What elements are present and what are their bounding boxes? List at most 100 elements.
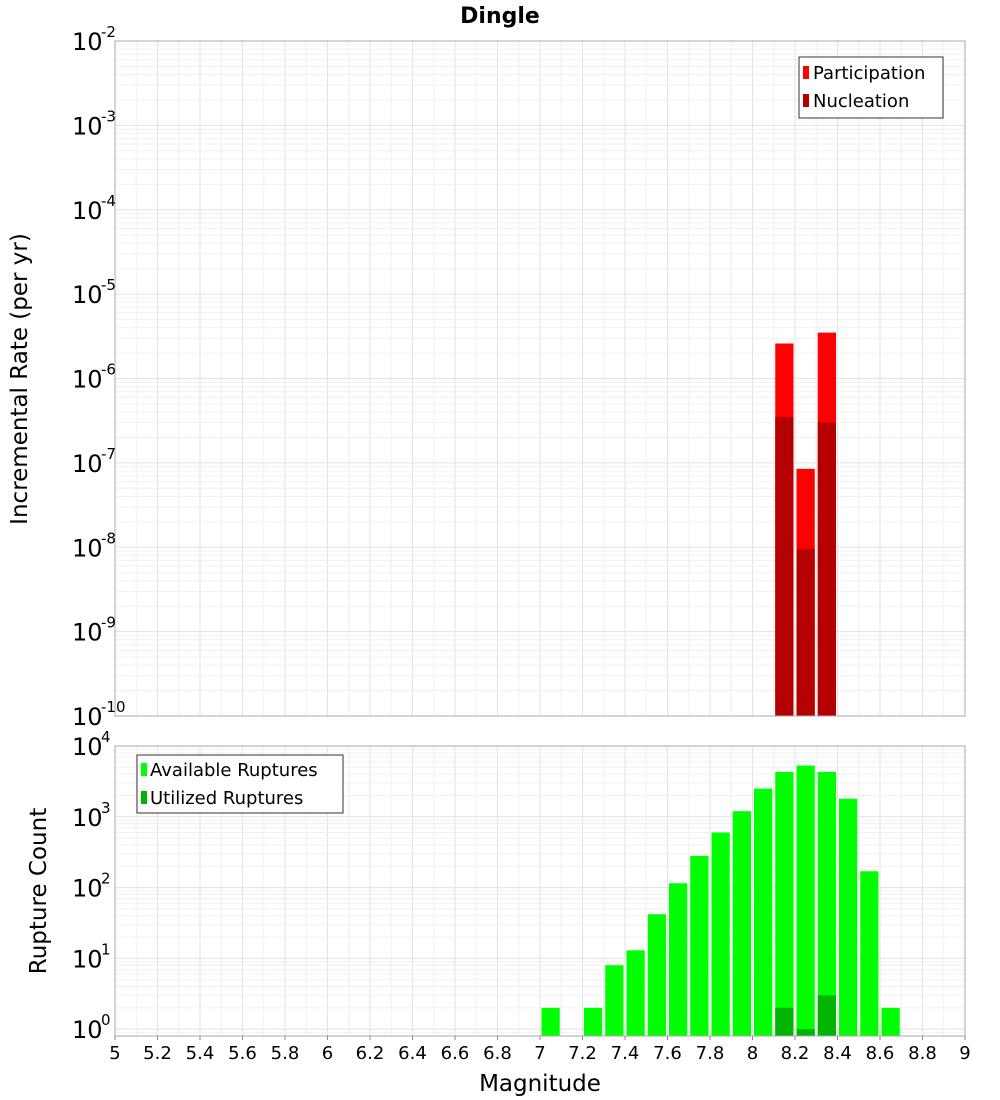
legend-label-nucleation: Nucleation [813, 91, 909, 112]
x-tick-label: 7.8 [696, 1043, 725, 1064]
bottom-y-tick-label: 100 [72, 1011, 111, 1044]
legend-label-utilized-ruptures: Utilized Ruptures [150, 788, 303, 809]
bottom-y-tick-base: 10 [72, 1016, 103, 1044]
top-y-ticks: 10-210-310-410-510-610-710-810-910-10 [72, 23, 126, 731]
x-tick-label: 8 [747, 1043, 758, 1064]
x-tick-label: 7.2 [568, 1043, 597, 1064]
bottom-y-tick-base: 10 [72, 733, 103, 761]
x-tick-label: 8.6 [866, 1043, 895, 1064]
top-legend-box [798, 56, 944, 119]
top-bar-nucleation [796, 549, 815, 716]
top-y-tick-label: 10-6 [72, 361, 116, 394]
bottom-bar-available-ruptures [775, 771, 794, 1036]
bottom-bar-available-ruptures [881, 1007, 900, 1036]
bottom-y-tick-exponent: 0 [101, 1011, 111, 1029]
top-y-tick-exponent: -7 [101, 445, 116, 463]
x-tick-label: 5.8 [271, 1043, 300, 1064]
top-bar-nucleation [775, 416, 794, 716]
legend-swatch-utilized-ruptures [141, 791, 147, 804]
bottom-bar-available-ruptures [541, 1007, 560, 1036]
legend-swatch-nucleation [803, 94, 809, 107]
bottom-y-tick-label: 101 [72, 940, 111, 973]
bottom-y-tick-label: 102 [72, 870, 111, 903]
top-y-tick-exponent: -9 [101, 614, 116, 632]
x-tick-label: 9 [959, 1043, 970, 1064]
x-ticks: 5 5.2 5.4 5.6 5.8 6 6.2 6.4 6.6 6.8 7 7.2 7.4 7.6 7.8 8… [109, 1036, 971, 1064]
top-bars [775, 332, 836, 716]
bottom-bars [541, 765, 900, 1036]
x-tick-label: 6.4 [398, 1043, 427, 1064]
bottom-y-tick-exponent: 2 [101, 870, 111, 888]
x-tick-label: 8.8 [908, 1043, 937, 1064]
legend-label-participation: Participation [813, 63, 925, 84]
top-y-tick-label: 10-7 [72, 445, 116, 478]
bottom-y-axis-label: Rupture Count [26, 808, 52, 974]
x-tick-label: 6.8 [483, 1043, 512, 1064]
top-y-tick-base: 10 [72, 450, 103, 478]
top-y-tick-base: 10 [72, 112, 103, 140]
bottom-legend: Available Ruptures Utilized Ruptures [136, 754, 344, 814]
top-y-tick-exponent: -3 [101, 107, 116, 125]
top-y-tick-label: 10-2 [72, 23, 116, 56]
x-tick-label: 7.4 [611, 1043, 640, 1064]
x-tick-label: 5.4 [186, 1043, 215, 1064]
legend-swatch-available-ruptures [141, 763, 147, 776]
bottom-bar-available-ruptures [711, 832, 730, 1036]
top-y-tick-base: 10 [72, 366, 103, 394]
bottom-y-tick-exponent: 4 [101, 728, 111, 746]
top-y-tick-base: 10 [72, 619, 103, 647]
x-tick-label: 5.2 [143, 1043, 172, 1064]
legend-label-available-ruptures: Available Ruptures [150, 760, 318, 781]
x-tick-label: 6 [322, 1043, 333, 1064]
top-legend: Participation Nucleation [798, 56, 944, 119]
x-tick-label: 6.2 [356, 1043, 385, 1064]
top-y-tick-exponent: -10 [101, 698, 126, 716]
x-tick-label: 6.6 [441, 1043, 470, 1064]
bottom-bar-available-ruptures [796, 765, 815, 1036]
bottom-y-tick-exponent: 1 [101, 940, 111, 958]
x-tick-label: 8.4 [823, 1043, 852, 1064]
bottom-bar-utilized-ruptures [796, 1029, 815, 1036]
bottom-y-tick-label: 104 [72, 728, 111, 761]
top-y-tick-base: 10 [72, 281, 103, 309]
top-y-tick-label: 10-3 [72, 107, 116, 140]
x-axis-label: Magnitude [479, 1071, 601, 1097]
top-y-tick-exponent: -4 [101, 192, 116, 210]
x-tick-label: 8.2 [781, 1043, 810, 1064]
top-y-tick-base: 10 [72, 703, 103, 731]
bottom-bar-available-ruptures [626, 950, 645, 1036]
bottom-y-tick-label: 103 [72, 799, 111, 832]
bottom-y-tick-base: 10 [72, 945, 103, 973]
top-y-tick-base: 10 [72, 197, 103, 225]
top-y-tick-label: 10-4 [72, 192, 116, 225]
top-y-tick-label: 10-8 [72, 529, 116, 562]
bottom-bar-available-ruptures [817, 771, 836, 1036]
top-y-tick-exponent: -5 [101, 276, 116, 294]
bottom-bar-available-ruptures [839, 798, 858, 1036]
top-y-tick-base: 10 [72, 28, 103, 56]
bottom-bar-available-ruptures [647, 914, 666, 1036]
top-y-tick-label: 10-10 [72, 698, 126, 731]
bottom-bar-available-ruptures [605, 965, 624, 1036]
bottom-bar-available-ruptures [860, 871, 879, 1036]
bottom-y-tick-exponent: 3 [101, 799, 111, 817]
top-y-tick-exponent: -8 [101, 529, 116, 547]
top-grid [114, 40, 966, 717]
bottom-bar-available-ruptures [690, 855, 709, 1036]
top-y-tick-label: 10-9 [72, 614, 116, 647]
bottom-bar-available-ruptures [669, 883, 688, 1036]
x-tick-label: 5.6 [228, 1043, 257, 1064]
top-panel: 10-210-310-410-510-610-710-810-910-10 In… [7, 23, 966, 731]
top-y-tick-base: 10 [72, 534, 103, 562]
bottom-bar-available-ruptures [732, 811, 751, 1036]
top-bar-nucleation [817, 422, 836, 716]
bottom-bar-utilized-ruptures [775, 1007, 794, 1036]
bottom-y-tick-base: 10 [72, 804, 103, 832]
top-y-tick-exponent: -6 [101, 361, 116, 379]
bottom-bar-available-ruptures [754, 788, 773, 1036]
top-y-tick-exponent: -2 [101, 23, 116, 41]
top-y-axis-label: Incremental Rate (per yr) [7, 233, 33, 525]
